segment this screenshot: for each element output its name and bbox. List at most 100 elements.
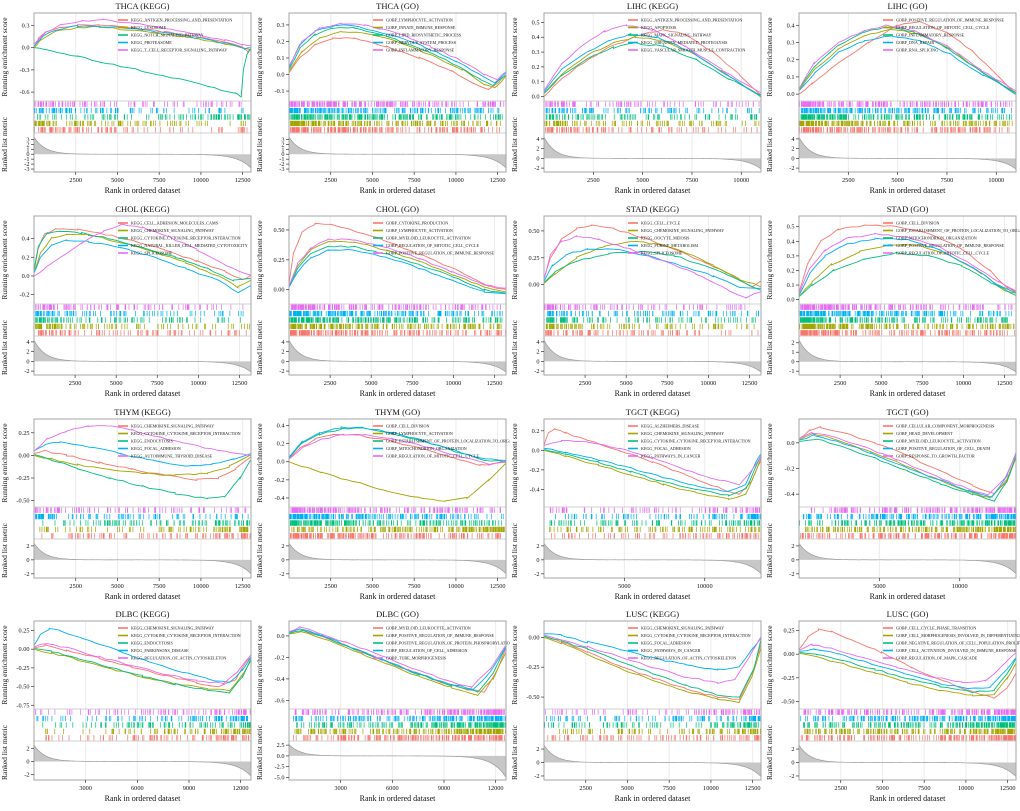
x-tick-label: 5000 xyxy=(111,177,124,184)
es-tick-label: -0.25 xyxy=(526,664,539,671)
es-tick-label: 0.4 xyxy=(532,34,541,41)
es-tick-label: 0.00 xyxy=(18,452,29,459)
es-tick-label: 0.0 xyxy=(277,458,285,465)
gsea-plot-svg: STAD (GO) Running enrichment score Ranked … xyxy=(765,204,1020,398)
es-tick-label: 0.0 xyxy=(532,94,540,101)
legend: GOBP_CELL_DIVISION GOBP_ESTABLISHMENT_OF_… xyxy=(883,220,1020,255)
x-tick-label: 10000 xyxy=(193,177,209,184)
rug-row xyxy=(555,513,761,519)
legend-item-label: KEGG_CELL_ADHESION_MOLECULES_CAMS xyxy=(131,220,219,225)
rug-row xyxy=(544,722,759,728)
es-tick-label: -0.2 xyxy=(275,655,285,662)
legend-item-label: KEGG_CHEMOKINE_SIGNALING_PATHWAY xyxy=(131,423,214,428)
es-tick-label: -0.50 xyxy=(16,497,29,504)
rug-row xyxy=(289,329,506,336)
metric-tick-label: 2 xyxy=(26,348,29,355)
es-tick-label: -0.2 xyxy=(785,465,795,472)
es-curve-5 xyxy=(288,22,507,82)
es-curve-4 xyxy=(798,648,1017,690)
gsea-plot-svg: CHOL (KEGG) Running enrichment score Ranke… xyxy=(0,204,252,398)
x-tick-label: 10000 xyxy=(733,177,749,184)
x-tick-label: 5000 xyxy=(873,583,886,590)
metric-tick-label: 4 xyxy=(26,339,30,346)
ranked-metric-area xyxy=(288,339,507,373)
legend: GOBP_CELLULAR_COMPONENT_MORPHOGENESIS GOB… xyxy=(883,423,995,458)
panel-title: DLBC (GO) xyxy=(376,609,419,619)
es-curve-2 xyxy=(543,637,762,704)
metric-tick-label: -5.0 xyxy=(275,775,285,782)
gsea-panel-chol-go-: CHOL (GO) Running enrichment score Ranked … xyxy=(255,203,510,406)
metric-axis-label: Ranked list metric xyxy=(510,116,519,172)
metric-tick-label: -2 xyxy=(24,772,29,779)
rug-row xyxy=(799,120,1013,127)
legend-item-label: GOBP_INFLAMMATORY_RESPONSE xyxy=(386,48,455,53)
es-curves xyxy=(798,20,1017,95)
metric-tick-label: 1 xyxy=(26,146,29,153)
gridlines xyxy=(592,13,742,172)
es-curve-3 xyxy=(288,629,507,694)
legend-item-label: KEGG_REGULATION_OF_ACTIN_CYTOSKELETON xyxy=(131,656,226,661)
rug-row xyxy=(546,716,761,722)
rug-row xyxy=(288,519,503,526)
x-tick-label: 9000 xyxy=(183,785,196,792)
es-curves xyxy=(288,222,507,294)
rug-row xyxy=(804,728,1015,735)
es-tick-label: -0.4 xyxy=(275,494,286,501)
legend-item-label: GOBP_CELL_CYCLE_PHASE_TRANSITION xyxy=(896,626,976,631)
es-curve-5 xyxy=(543,439,762,486)
rug-row xyxy=(35,513,249,519)
x-tick-label: 10000 xyxy=(448,583,464,590)
rug-row xyxy=(800,329,1016,336)
gene-rug xyxy=(799,507,1017,538)
es-tick-label: 0.25 xyxy=(18,628,29,635)
metric-tick-label: -1 xyxy=(24,156,29,163)
gsea-plot-svg: THCA (GO) Running enrichment score Ranked … xyxy=(255,1,507,195)
es-curve-1 xyxy=(543,28,762,97)
es-axis-label: Running enrichment score xyxy=(0,17,9,97)
gridlines xyxy=(847,13,997,172)
plot-border xyxy=(543,12,762,173)
panel-title: THCA (KEGG) xyxy=(115,1,169,11)
metric-axis-label: Ranked list metric xyxy=(255,522,264,578)
legend-item-label: GOBP_REGULATION_OF_MITOTIC_CELL_CYCLE xyxy=(896,25,989,30)
x-axis-label: Rank in ordered dataset xyxy=(615,592,692,601)
legend-item-label: KEGG_CYTOKINE_CYTOKINE_RECEPTOR_INTERACT… xyxy=(641,438,751,443)
es-tick-label: 0.2 xyxy=(22,254,30,261)
legend-item-label: GOBP_ESTABLISHMENT_OF_PROTEIN_LOCALIZATI… xyxy=(896,228,1020,233)
rug-row xyxy=(288,101,505,107)
rug-row xyxy=(546,317,756,323)
es-tick-label: -0.50 xyxy=(781,699,794,706)
x-tick-label: 12500 xyxy=(232,380,248,387)
x-tick-label: 5000 xyxy=(636,177,649,184)
rug-row xyxy=(45,728,251,735)
es-tick-label: 0.1 xyxy=(787,74,795,81)
legend-item-label: GOBP_CYTOKINE_PRODUCTION xyxy=(386,220,448,225)
rug-row xyxy=(545,114,758,120)
gsea-plot-svg: DLBC (KEGG) Running enrichment score Ranke… xyxy=(0,609,252,803)
gene-rug xyxy=(800,709,1017,741)
panel-title: STAD (GO) xyxy=(887,204,929,214)
x-tick-label: 5000 xyxy=(875,380,888,387)
es-curves xyxy=(543,224,762,299)
gsea-plot-svg: THCA (KEGG) Running enrichment score Ranke… xyxy=(0,1,252,195)
rug-row xyxy=(289,107,500,114)
gene-rug xyxy=(34,101,251,133)
es-curve-1 xyxy=(288,433,507,466)
metric-tick-label: 2 xyxy=(26,141,29,148)
x-tick-label: 2500 xyxy=(324,380,337,387)
es-curves xyxy=(798,425,1017,502)
legend-item-label: KEGG_PATHWAYS_IN_CANCER xyxy=(641,453,701,458)
es-axis-label: Running enrichment score xyxy=(0,422,9,502)
es-curve-2 xyxy=(33,25,252,51)
x-tick-label: 5000 xyxy=(620,380,633,387)
gridlines xyxy=(330,418,499,578)
rug-row xyxy=(800,735,1017,741)
metric-tick-label: 0 xyxy=(791,358,794,365)
metric-tick-label: 3 xyxy=(26,136,29,143)
es-curves xyxy=(33,223,252,294)
x-tick-label: 12500 xyxy=(490,177,506,184)
x-tick-label: 7500 xyxy=(941,177,954,184)
legend: GOBP_POSITIVE_REGULATION_OF_IMMUNE_RESPO… xyxy=(883,18,1005,53)
gene-rug xyxy=(288,101,505,133)
